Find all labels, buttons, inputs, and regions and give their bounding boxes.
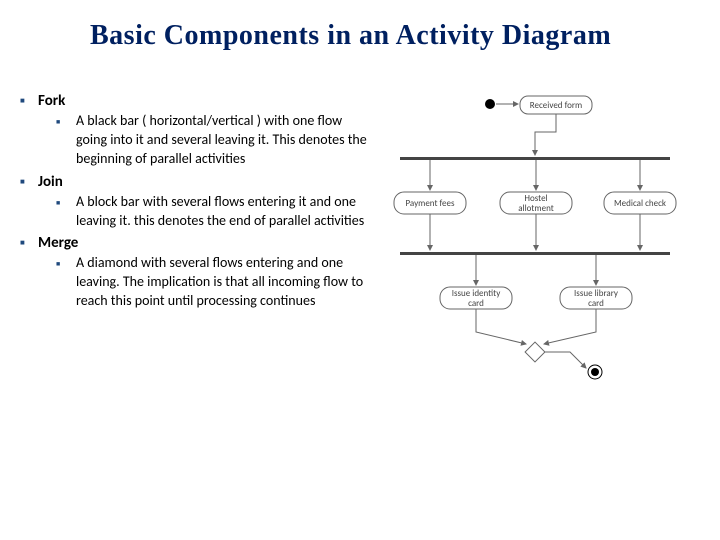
activity-label: card [468,298,484,309]
initial-node-icon [485,99,495,109]
desc-fork: A black bar ( horizontal/vertical ) with… [56,112,380,169]
flow-edge [544,352,586,368]
fork-bar-icon [400,157,670,160]
term-fork: Fork [20,92,380,110]
activity-label: Received form [530,100,582,111]
text-column: Fork A black bar ( horizontal/vertical )… [10,92,380,427]
activity-label: allotment [518,203,554,214]
desc-merge: A diamond with several flows entering an… [56,254,380,311]
list-item: Join A block bar with several flows ente… [20,173,380,231]
desc-join: A block bar with several flows entering … [56,193,380,231]
list-item: Merge A diamond with several flows enter… [20,234,380,311]
activity-label: Payment fees [405,198,455,209]
flow-edge [544,309,596,344]
page-title: Basic Components in an Activity Diagram [0,0,720,52]
activity-label: card [588,298,604,309]
flow-edge [535,114,556,155]
term-join: Join [20,173,380,191]
slide-content: Fork A black bar ( horizontal/vertical )… [0,52,720,427]
final-node-icon [591,368,599,376]
term-merge: Merge [20,234,380,252]
merge-diamond-icon [525,342,545,362]
flow-edge [476,309,526,344]
diagram-column: Received form Payment fees Hostel allotm… [380,92,700,427]
activity-label: Medical check [614,198,666,209]
list-item: Fork A black bar ( horizontal/vertical )… [20,92,380,169]
activity-diagram: Received form Payment fees Hostel allotm… [380,92,700,422]
join-bar-icon [400,252,670,255]
